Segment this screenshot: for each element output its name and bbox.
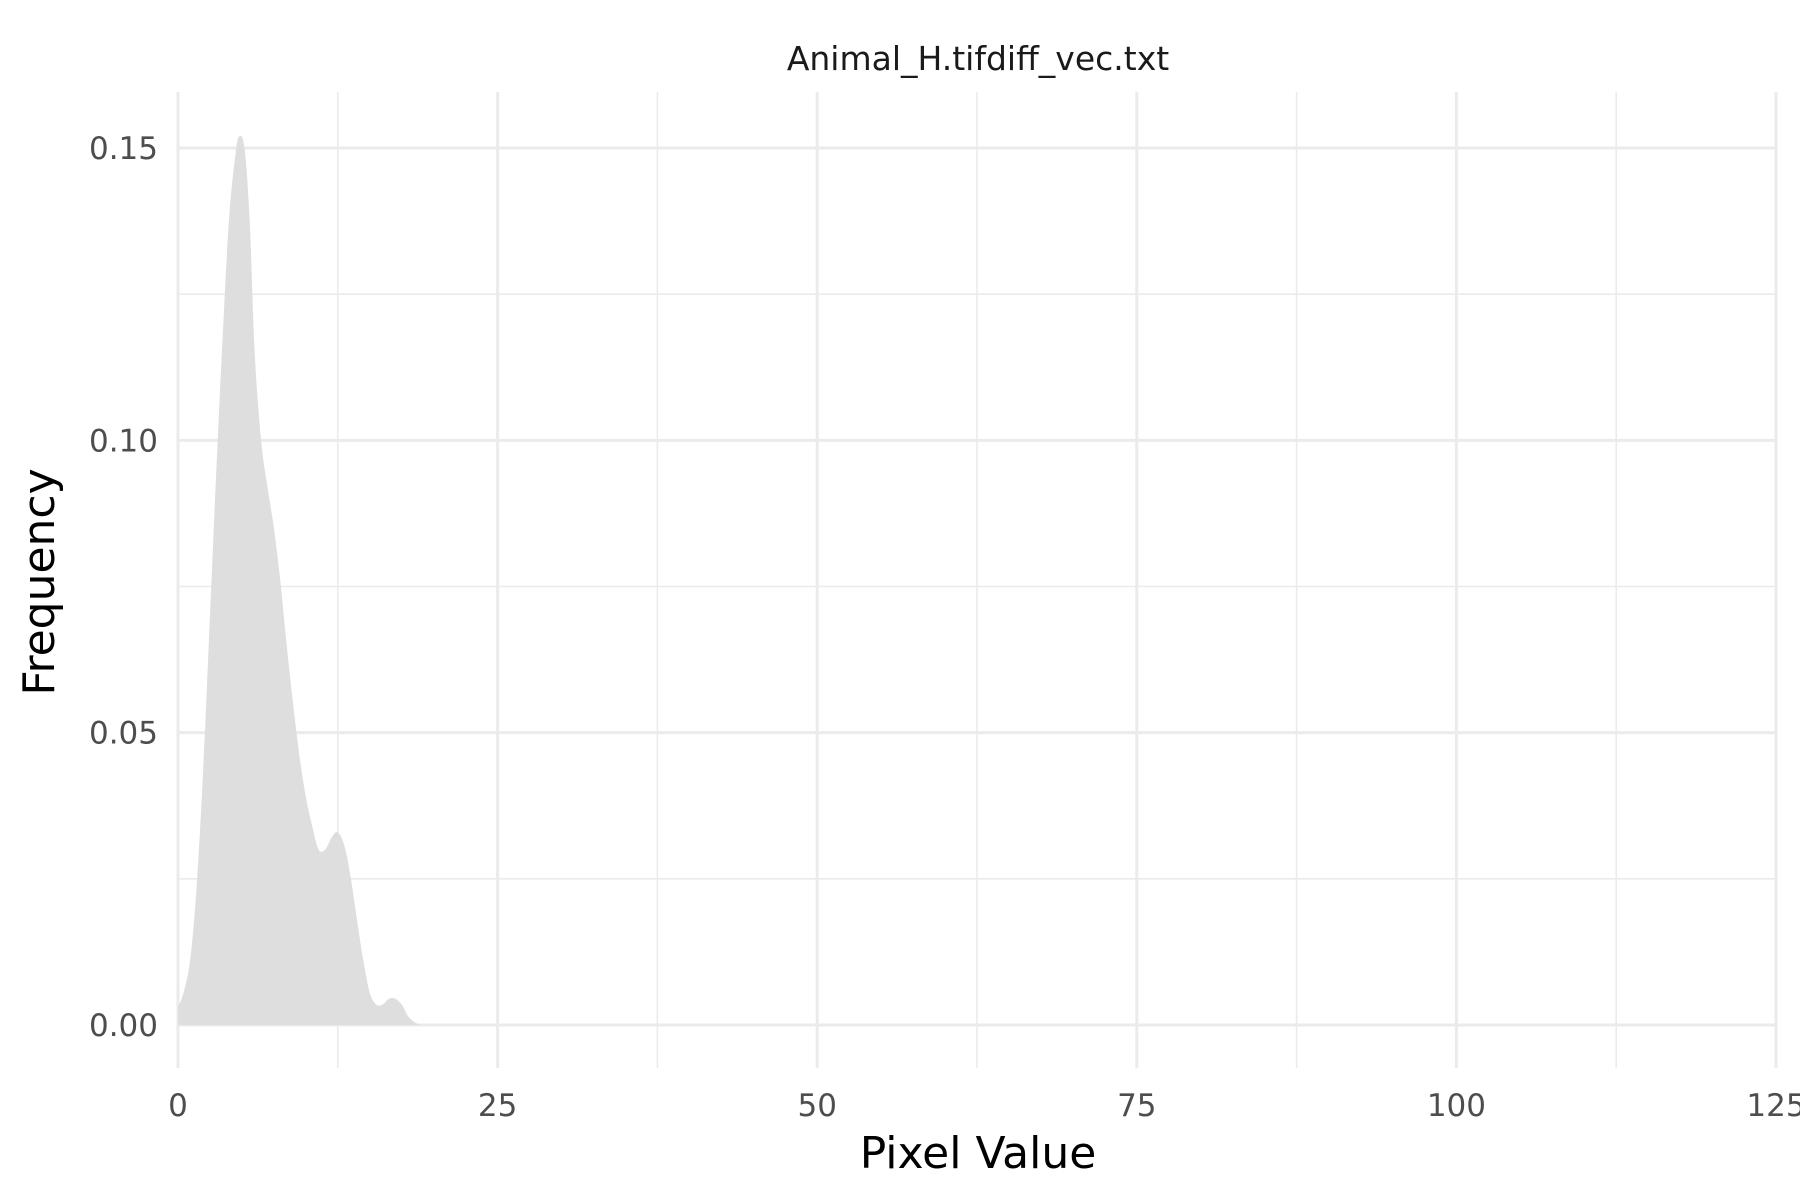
x-axis-tick-labels: 0 25 50 75 100 125 — [168, 1088, 1800, 1124]
y-tick-label: 0.10 — [89, 423, 158, 459]
y-axis-tick-labels: 0.00 0.05 0.10 0.15 — [89, 131, 158, 1044]
x-tick-label: 25 — [478, 1088, 517, 1124]
chart-title: Animal_H.tifdiff_vec.txt — [787, 39, 1169, 78]
x-tick-label: 75 — [1117, 1088, 1156, 1124]
x-axis-title: Pixel Value — [860, 1128, 1097, 1179]
density-area — [178, 135, 421, 1025]
grid-lines — [176, 92, 1778, 1068]
x-tick-label: 50 — [797, 1088, 836, 1124]
y-axis-title: Frequency — [14, 468, 65, 695]
y-tick-label: 0.00 — [89, 1008, 158, 1044]
x-tick-label: 125 — [1746, 1088, 1800, 1124]
x-tick-label: 0 — [168, 1088, 188, 1124]
y-tick-label: 0.05 — [89, 716, 158, 752]
x-tick-label: 100 — [1427, 1088, 1486, 1124]
y-tick-label: 0.15 — [89, 131, 158, 167]
